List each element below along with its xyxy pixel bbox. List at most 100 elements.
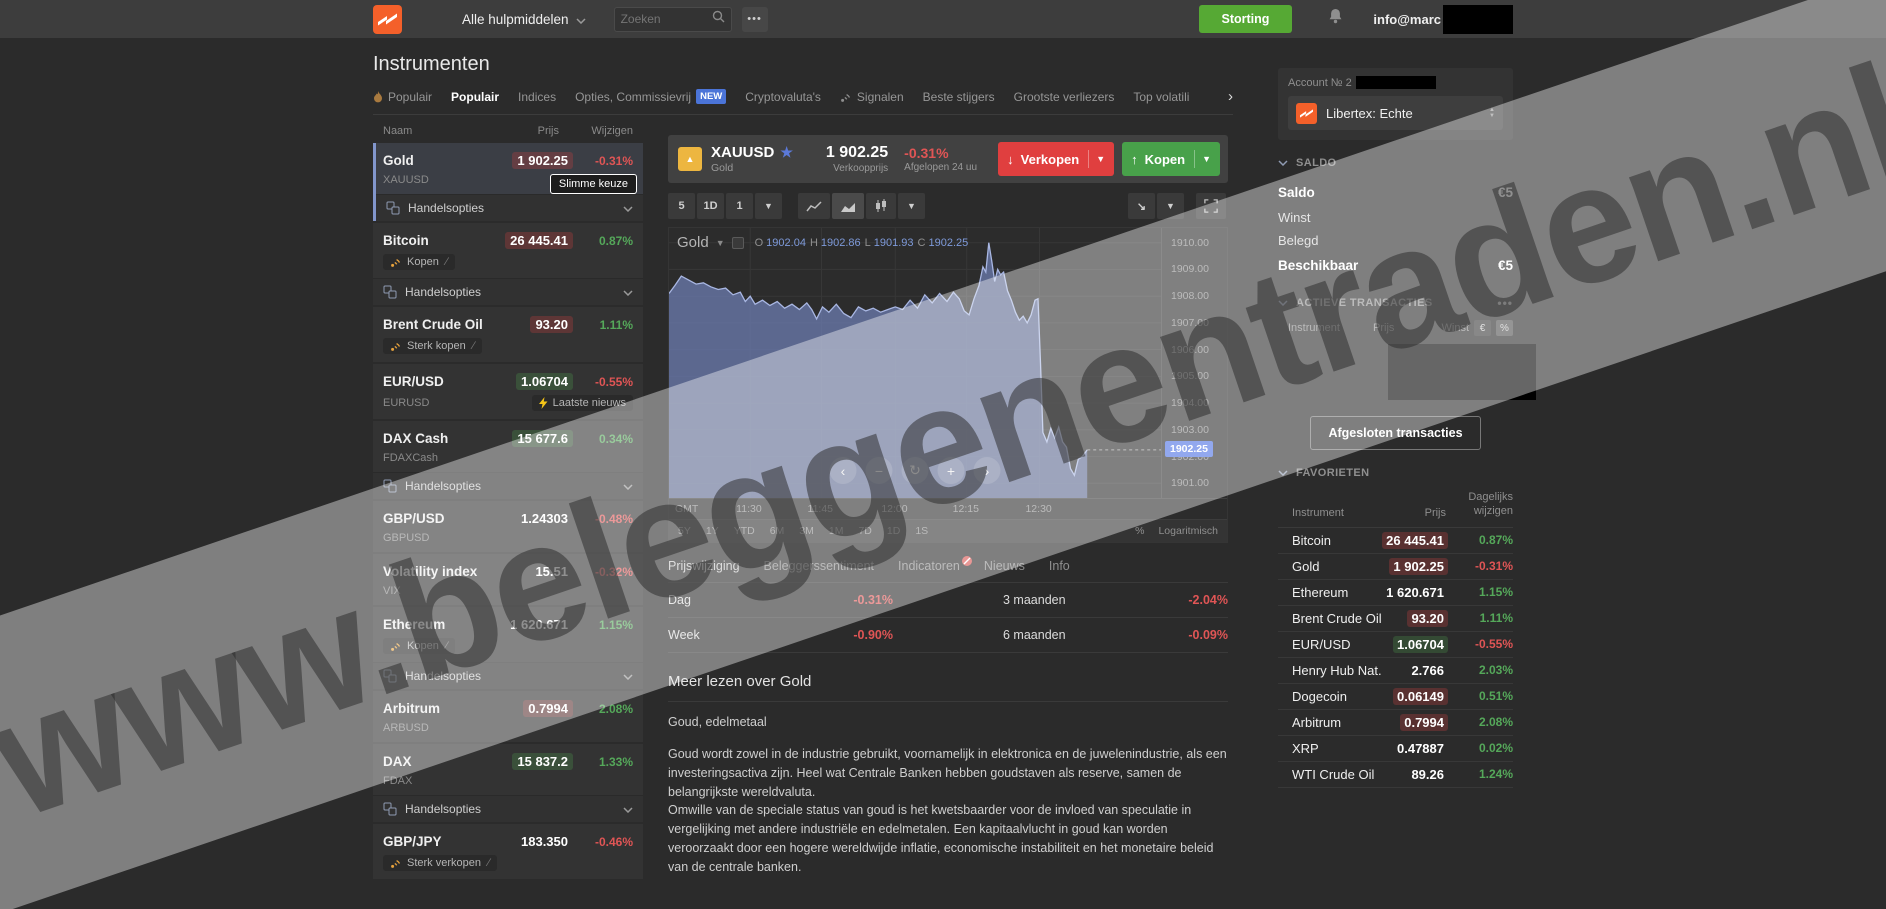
trade-options-row[interactable]: Handelsopties [373, 472, 643, 499]
tab-opties-commissievrij[interactable]: Opties, Commissievrij NEW [575, 89, 727, 104]
chart-plot-area[interactable]: Gold ▼ O 1902.04 H 1902.86 L 1901.93 C 1902.25 … [669, 228, 1161, 498]
percent-toggle[interactable]: % [1496, 320, 1513, 336]
range-6m[interactable]: 6M [769, 525, 785, 537]
transaction-row[interactable] [1278, 344, 1536, 400]
legend-checkbox[interactable] [731, 236, 744, 249]
trade-options-row[interactable]: Handelsopties [376, 194, 643, 221]
percent-scale-toggle[interactable]: % [1135, 525, 1145, 537]
tab-cryptovaluta-s[interactable]: Cryptovaluta's [745, 90, 821, 104]
deposit-button[interactable]: Storting [1198, 5, 1293, 33]
saldo-section-header[interactable]: SALDO [1278, 157, 1513, 169]
active-transactions-header[interactable]: ACTIEVE TRANSACTIES ••• [1278, 296, 1513, 310]
favorite-henry-hub-nat[interactable]: Henry Hub Nat... 2.766 2.03% [1278, 658, 1513, 684]
tab-indices[interactable]: Indices [518, 90, 556, 104]
tab-prijswijziging[interactable]: Prijswijziging [668, 559, 740, 573]
range-7d[interactable]: 7D [858, 525, 872, 537]
trade-options-row[interactable]: Handelsopties [373, 662, 643, 689]
tools-menu[interactable]: Alle hulpmiddelen [462, 12, 586, 27]
line-chart-type-button[interactable] [798, 193, 830, 219]
range-1d[interactable]: 1D [886, 525, 901, 537]
instrument-row[interactable]: Arbitrum 0.7994 2.08% ARBUSD [373, 691, 643, 742]
favorite-star-icon[interactable]: ★ [780, 144, 793, 160]
instrument-row[interactable]: Volatility index 15.51 -0.32% VIX [373, 554, 643, 605]
pan-left-icon[interactable]: ‹ [829, 457, 857, 484]
candle-chart-type-button[interactable] [866, 193, 896, 219]
closed-transactions-button[interactable]: Afgesloten transacties [1310, 416, 1481, 450]
favorite-gold[interactable]: Gold 1 902.25 -0.31% [1278, 554, 1513, 580]
tab-populair[interactable]: Populair [451, 90, 499, 104]
instrument-row[interactable]: Ethereum 1 620.671 1.15% Kopen ∕ [373, 607, 643, 662]
favorite-dogecoin[interactable]: Dogecoin 0.06149 0.51% [1278, 684, 1513, 710]
tab-populair[interactable]: Populair [373, 90, 432, 104]
tab-grootste-verliezers[interactable]: Grootste verliezers [1014, 90, 1115, 104]
instrument-row[interactable]: Brent Crude Oil 93.20 1.11% Sterk kopen ∕ [373, 307, 643, 362]
user-email[interactable]: info@marc [1373, 11, 1441, 27]
account-select[interactable]: Libertex: Echte ▲ ▼ [1288, 96, 1503, 130]
instrument-row[interactable]: GBP/USD 1.24303 -0.48% GBPUSD [373, 501, 643, 552]
tab-beleggerssentiment[interactable]: Beleggerssentiment [764, 559, 874, 573]
search-input[interactable] [620, 12, 712, 26]
tab-signalen[interactable]: Signalen [840, 90, 904, 104]
fullscreen-icon[interactable] [1196, 193, 1226, 219]
signal-badge[interactable]: Sterk verkopen ∕ [383, 855, 497, 871]
symbol-card: ▲ XAUUSD ★ Gold 1 902.25 Verkoopprijs [668, 135, 1228, 183]
time-axis[interactable]: GMT 11:30 11:45 12:00 12:15 12:30 [669, 498, 1227, 519]
signal-badge[interactable]: Kopen ∕ [383, 638, 455, 654]
notifications-bell-icon[interactable] [1328, 8, 1343, 30]
range-3m[interactable]: 3M [799, 525, 814, 537]
reset-view-icon[interactable]: ↻ [901, 457, 929, 484]
chart-type-dropdown[interactable]: ▼ [898, 193, 925, 219]
timeframe-1d[interactable]: 1D [697, 193, 724, 219]
favorites-section-header[interactable]: FAVORIETEN [1278, 467, 1513, 479]
tab-top-volatili[interactable]: Top volatili [1133, 90, 1189, 104]
favorite-eur-usd[interactable]: EUR/USD 1.06704 -0.55% [1278, 632, 1513, 658]
favorite-ethereum[interactable]: Ethereum 1 620.671 1.15% [1278, 580, 1513, 606]
libertex-logo-icon[interactable] [373, 4, 402, 34]
range-ytd[interactable]: YTD [733, 525, 755, 537]
pan-right-icon[interactable]: › [973, 457, 1001, 484]
trade-options-row[interactable]: Handelsopties [373, 278, 643, 305]
range-1s[interactable]: 1S [915, 525, 929, 537]
log-scale-toggle[interactable]: Logaritmisch [1158, 525, 1218, 537]
drawing-tool-dropdown[interactable]: ▼ [1157, 193, 1184, 219]
timeframe-5[interactable]: 5 [668, 193, 695, 219]
instrument-row[interactable]: Gold 1 902.25 -0.31% XAUUSD [376, 143, 643, 194]
range-5y[interactable]: 5Y [678, 525, 691, 537]
currency-toggle[interactable]: € [1474, 320, 1491, 336]
timeframe-1[interactable]: 1 [726, 193, 753, 219]
tab-info[interactable]: Info [1049, 559, 1070, 573]
signal-badge[interactable]: Sterk kopen ∕ [383, 338, 482, 354]
favorite-brent-crude-oil[interactable]: Brent Crude Oil 93.20 1.11% [1278, 606, 1513, 632]
price-chart: Gold ▼ O 1902.04 H 1902.86 L 1901.93 C 1902.25 … [668, 227, 1228, 543]
buy-button[interactable]: ↑ Kopen ▼ [1122, 142, 1220, 176]
trade-options-row[interactable]: Handelsopties [373, 795, 643, 822]
transactions-menu-icon[interactable]: ••• [1497, 296, 1513, 310]
sell-button[interactable]: ↓ Verkopen ▼ [998, 142, 1115, 176]
favorite-wti-crude-oil[interactable]: WTI Crude Oil 89.26 1.24% [1278, 762, 1513, 788]
zoom-out-icon[interactable]: − [865, 457, 893, 484]
tabs-scroll-right-icon[interactable]: › [1228, 88, 1233, 105]
tab-beste-stijgers[interactable]: Beste stijgers [923, 90, 995, 104]
instrument-row[interactable]: Bitcoin 26 445.41 0.87% Kopen ∕ [373, 223, 643, 278]
more-button[interactable]: ••• [741, 6, 768, 32]
zoom-in-icon[interactable]: + [937, 457, 965, 484]
instrument-row[interactable]: DAX Cash 15 677.6 0.34% FDAXCash [373, 421, 643, 472]
price-axis[interactable]: 1910.00 1909.00 1908.00 1907.00 1906.00 1905.… [1161, 228, 1227, 498]
range-1y[interactable]: 1Y [705, 525, 719, 537]
timeframe-dropdown[interactable]: ▼ [755, 193, 782, 219]
legend-symbol[interactable]: Gold [677, 234, 709, 251]
tab-nieuws[interactable]: Nieuws [984, 559, 1025, 573]
drawing-tool-button[interactable]: ↘ [1128, 193, 1155, 219]
favorite-bitcoin[interactable]: Bitcoin 26 445.41 0.87% [1278, 528, 1513, 554]
instrument-change: -0.55% [594, 374, 633, 389]
favorite-arbitrum[interactable]: Arbitrum 0.7994 2.08% [1278, 710, 1513, 736]
instrument-row[interactable]: GBP/JPY 183.350 -0.46% Sterk verkopen ∕ [373, 824, 643, 879]
instrument-row[interactable]: DAX 15 837.2 1.33% FDAX [373, 744, 643, 795]
instrument-row[interactable]: EUR/USD 1.06704 -0.55% EURUSD Laatste nieuws [373, 364, 643, 419]
range-1m[interactable]: 1M [828, 525, 844, 537]
signal-badge[interactable]: Kopen ∕ [383, 254, 455, 270]
area-chart-type-button[interactable] [832, 193, 864, 219]
news-badge[interactable]: Laatste nieuws [531, 395, 633, 411]
favorite-xrp[interactable]: XRP 0.47887 0.02% [1278, 736, 1513, 762]
tab-indicatoren[interactable]: Indicatoren [898, 556, 972, 573]
